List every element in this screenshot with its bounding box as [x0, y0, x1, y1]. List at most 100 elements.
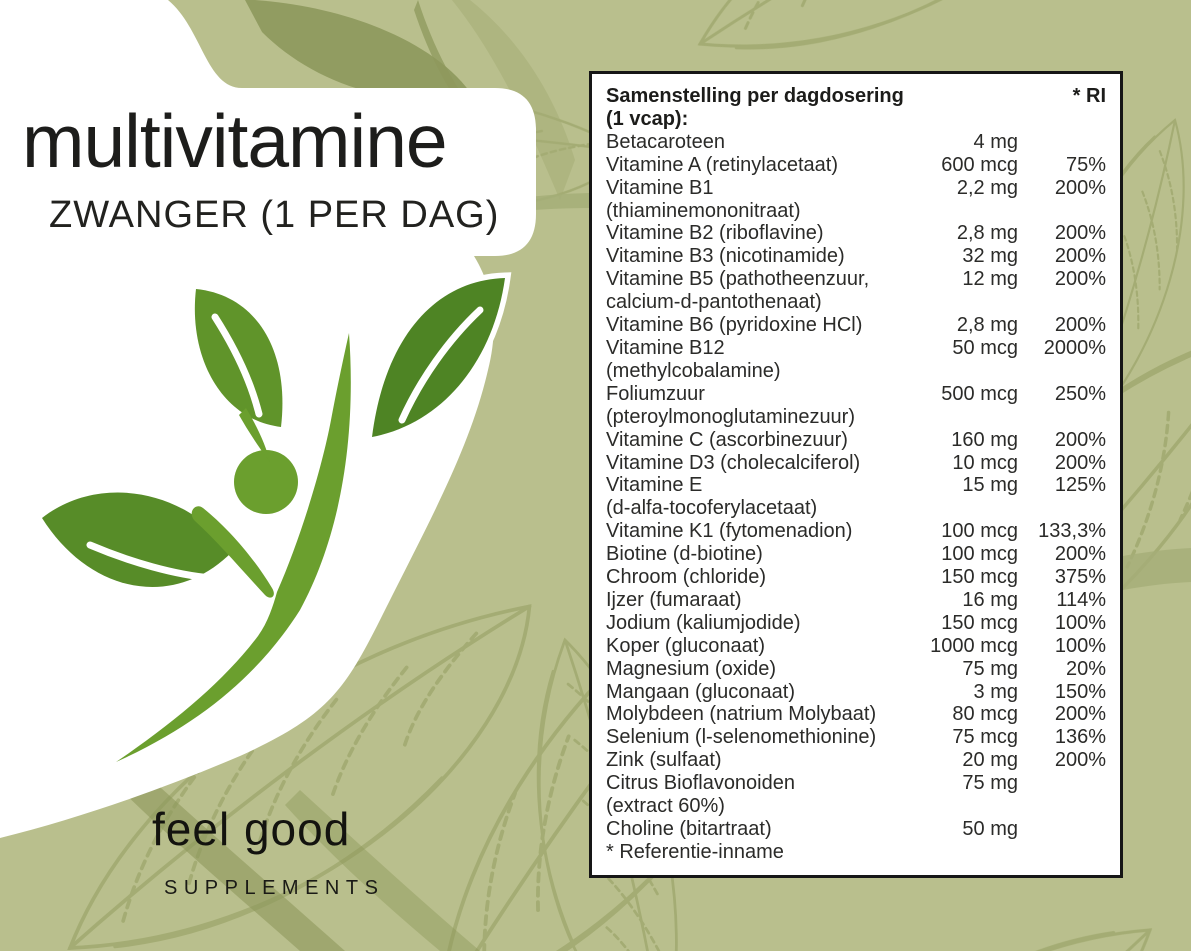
table-row: Molybdeen (natrium Molybaat) 80 mcg 200%	[606, 703, 1106, 726]
table-row: Citrus Bioflavonoiden 75 mg	[606, 772, 1106, 795]
ingredient-amount: 500 mcg	[941, 382, 1018, 405]
ingredient-amount: 160 mg	[951, 428, 1018, 451]
ingredient-amount: 2,8 mg	[956, 222, 1018, 245]
ingredient-amount: 1000 mcg	[930, 634, 1018, 657]
ingredient-amount: 50 mg	[962, 818, 1018, 840]
table-footnote: * Referentie-inname	[606, 840, 784, 863]
ingredient-ri: 20%	[1065, 657, 1106, 680]
ingredient-name: (thiaminemononitraat)	[606, 199, 801, 222]
ingredient-name: Zink (sulfaat)	[606, 749, 722, 772]
ingredient-name: Vitamine D3 (cholecalciferol)	[606, 451, 861, 474]
ingredient-ri: 375%	[1054, 566, 1106, 589]
ingredient-amount: 10 mcg	[952, 451, 1018, 474]
ingredient-name: Biotine (d-biotine)	[606, 543, 763, 566]
ingredient-name: Koper (gluconaat)	[606, 634, 765, 657]
ingredient-ri: 200%	[1054, 451, 1106, 474]
ingredient-name: (pteroylmonoglutaminezuur)	[606, 405, 856, 428]
table-row: Ijzer (fumaraat) 16 mg 114%	[606, 589, 1106, 612]
ingredient-amount: 15 mg	[962, 474, 1018, 497]
ingredient-name: Choline (bitartraat)	[606, 818, 772, 840]
figure-arm-icon	[191, 506, 274, 598]
ingredient-ri: 200%	[1054, 268, 1106, 291]
ingredient-ri: 200%	[1054, 428, 1106, 451]
ingredient-amount: 2,8 mg	[956, 314, 1018, 337]
ingredient-amount: 75 mcg	[952, 726, 1018, 749]
ingredient-amount: 4 mg	[973, 130, 1018, 153]
ingredient-name: Vitamine B2 (riboflavine)	[606, 222, 824, 245]
ingredient-name: Citrus Bioflavonoiden	[606, 772, 795, 795]
table-row: Magnesium (oxide) 75 mg 20%	[606, 658, 1106, 681]
ingredient-name: Vitamine A (retinylacetaat)	[606, 153, 838, 176]
ingredient-name: Ijzer (fumaraat)	[606, 588, 742, 611]
ingredient-ri: 200%	[1054, 176, 1106, 199]
ingredient-amount: 150 mcg	[941, 566, 1018, 589]
table-row: Biotine (d-biotine) 100 mcg 200%	[606, 543, 1106, 566]
ingredient-name: (d-alfa-tocoferylacetaat)	[606, 497, 818, 520]
table-row: Vitamine B2 (riboflavine) 2,8 mg 200%	[606, 222, 1106, 245]
table-row: Vitamine K1 (fytomenadion) 100 mcg 133,3%	[606, 520, 1106, 543]
ingredient-amount: 50 mcg	[952, 336, 1018, 359]
supplement-facts-panel: Samenstelling per dagdosering * RI (1 vc…	[589, 71, 1123, 878]
table-row: Vitamine B6 (pyridoxine HCl) 2,8 mg 200%	[606, 314, 1106, 337]
ingredient-amount: 12 mg	[962, 268, 1018, 291]
ingredient-amount: 3 mg	[973, 680, 1018, 703]
ingredient-amount: 100 mcg	[941, 543, 1018, 566]
ingredient-name: (extract 60%)	[606, 795, 725, 818]
table-row: Koper (gluconaat) 1000 mcg 100%	[606, 635, 1106, 658]
table-row: calcium-d-pantothenaat)	[606, 291, 1106, 314]
ingredient-ri: 125%	[1054, 474, 1106, 497]
ingredient-ri: 250%	[1054, 382, 1106, 405]
table-row: Mangaan (gluconaat) 3 mg 150%	[606, 681, 1106, 704]
table-row: Vitamine C (ascorbinezuur) 160 mg 200%	[606, 429, 1106, 452]
ingredient-name: Vitamine K1 (fytomenadion)	[606, 520, 853, 543]
table-row: Vitamine B1 2,2 mg 200%	[606, 177, 1106, 200]
ingredient-rows: Betacaroteen 4 mg Vitamine A (retinylaceta…	[606, 131, 1106, 841]
table-header-row: Samenstelling per dagdosering * RI	[606, 85, 1106, 108]
table-title-line1: Samenstelling per dagdosering	[606, 85, 904, 107]
ingredient-ri: 200%	[1054, 543, 1106, 566]
ingredient-name: Foliumzuur	[606, 382, 705, 405]
ingredient-amount: 16 mg	[962, 588, 1018, 611]
ingredient-amount: 600 mcg	[941, 153, 1018, 176]
ingredient-name: Vitamine B5 (pathotheenzuur,	[606, 268, 870, 291]
ingredient-name: Vitamine E	[606, 474, 703, 497]
product-title: multivitamine	[22, 99, 448, 183]
table-row: (d-alfa-tocoferylacetaat)	[606, 497, 1106, 520]
ingredient-name: Vitamine B12	[606, 336, 725, 359]
table-row: Foliumzuur 500 mcg 250%	[606, 383, 1106, 406]
table-row: Vitamine B5 (pathotheenzuur, 12 mg 200%	[606, 268, 1106, 291]
ingredient-ri: 150%	[1054, 680, 1106, 703]
ingredient-amount: 150 mcg	[941, 611, 1018, 634]
ingredient-name: (methylcobalamine)	[606, 359, 781, 382]
table-row: Chroom (chloride) 150 mcg 375%	[606, 566, 1106, 589]
ingredient-ri: 114%	[1056, 588, 1106, 611]
brand-figure-icon	[36, 272, 512, 762]
table-title-line2: (1 vcap):	[606, 107, 689, 130]
table-row: Choline (bitartraat) 50 mg	[606, 818, 1106, 841]
ingredient-ri: 133,3%	[1038, 520, 1106, 543]
ri-column-header: * RI	[1072, 85, 1106, 107]
ingredient-name: Vitamine C (ascorbinezuur)	[606, 428, 848, 451]
ingredient-name: Mangaan (gluconaat)	[606, 680, 796, 703]
table-row: Betacaroteen 4 mg	[606, 131, 1106, 154]
ingredient-amount: 75 mg	[962, 657, 1018, 680]
ingredient-ri: 200%	[1054, 703, 1106, 726]
ingredient-ri: 200%	[1054, 749, 1106, 772]
ingredient-ri: 200%	[1054, 245, 1106, 268]
ingredient-amount: 100 mcg	[941, 520, 1018, 543]
ingredient-amount: 2,2 mg	[956, 176, 1018, 199]
table-header-row2: (1 vcap):	[606, 108, 1106, 131]
ingredient-name: Vitamine B1	[606, 176, 714, 199]
table-row: (thiaminemononitraat)	[606, 200, 1106, 223]
product-subtitle: ZWANGER (1 PER DAG)	[49, 194, 500, 236]
ingredient-ri: 100%	[1054, 634, 1106, 657]
ingredient-name: Jodium (kaliumjodide)	[606, 611, 801, 634]
ingredient-name: calcium-d-pantothenaat)	[606, 291, 822, 314]
brand-name: feel good	[152, 803, 351, 855]
table-row: Vitamine D3 (cholecalciferol) 10 mcg 200%	[606, 452, 1106, 475]
table-footnote-row: * Referentie-inname	[606, 841, 1106, 864]
table-row: Vitamine E 15 mg 125%	[606, 474, 1106, 497]
ingredient-ri: 100%	[1054, 611, 1106, 634]
ingredient-amount: 20 mg	[962, 749, 1018, 772]
table-row: (methylcobalamine)	[606, 360, 1106, 383]
